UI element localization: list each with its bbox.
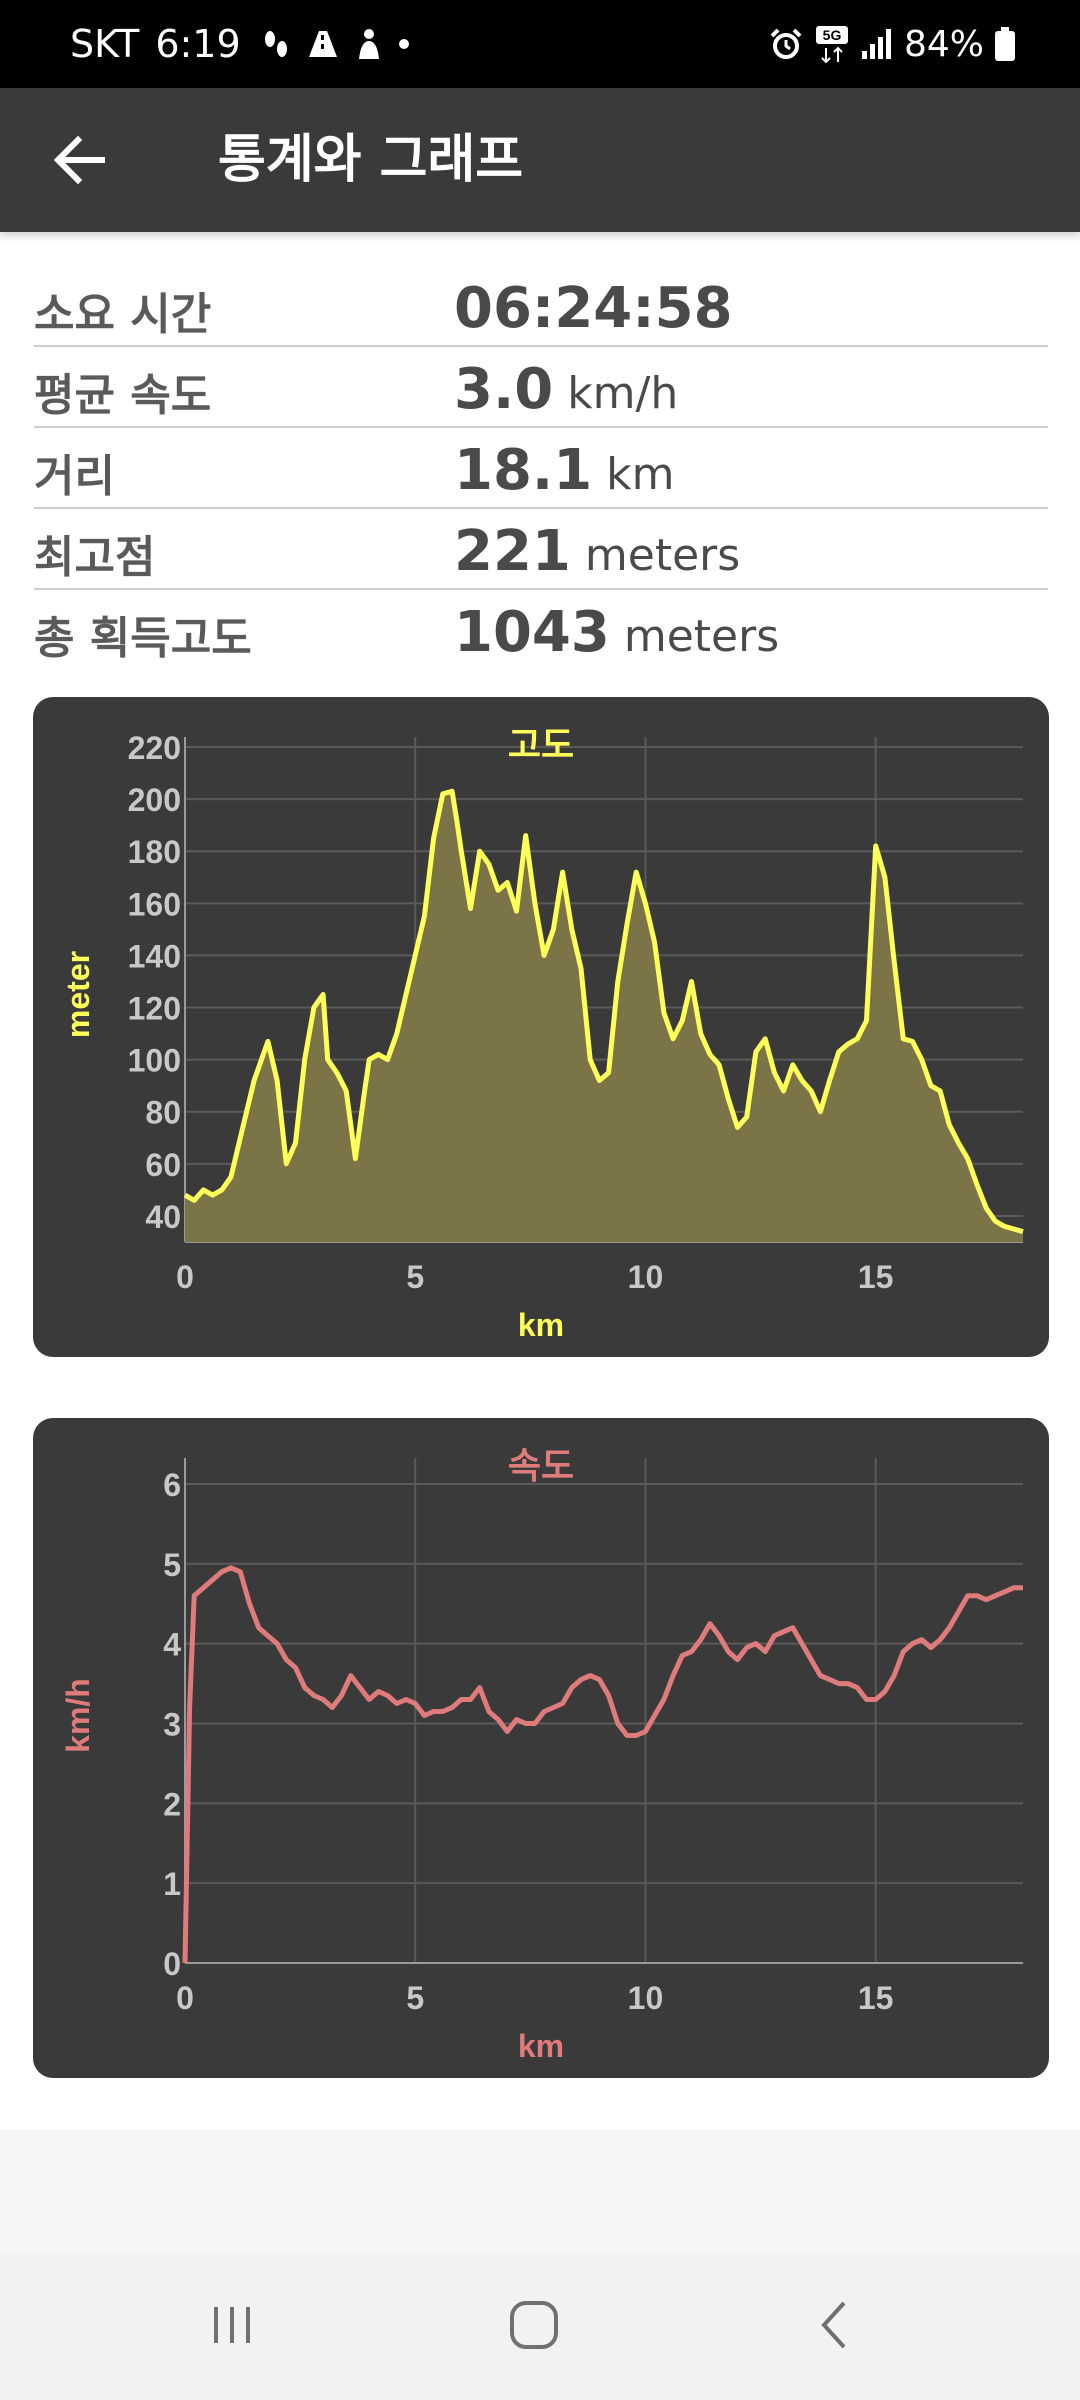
altitude-chart: 40 60 80 100 120 140 160 180 200 220 0 5 10 15 고도 km met… (60, 725, 1024, 1343)
speed-chart-card: 0 1 2 3 4 5 6 0 5 10 15 속도 km km/h (33, 1418, 1049, 2078)
y-tick-label: 3 (163, 1706, 181, 1742)
y-tick-label: 2 (163, 1786, 181, 1822)
alarm-icon (770, 28, 802, 59)
x-tick-label: 10 (628, 1259, 664, 1295)
arrow-left-icon (53, 135, 105, 185)
x-tick-label: 15 (858, 1259, 894, 1295)
status-time: 6:19 (155, 22, 241, 66)
nav-back-button[interactable] (776, 2275, 896, 2375)
y-tick-label: 0 (163, 1946, 181, 1982)
stat-row-distance: 거리 18.1 km (34, 428, 1048, 509)
stats-list: 소요 시간 06:24:58 평균 속도 3.0 km/h 거리 18.1 km 최… (34, 266, 1048, 671)
y-tick-label: 180 (128, 834, 181, 870)
stat-number: 1043 (454, 600, 610, 665)
battery-icon (995, 27, 1015, 61)
chart-title: 속도 (508, 1446, 574, 1487)
dot-icon (398, 39, 409, 49)
network-5g-label: 5G (823, 27, 842, 43)
home-icon (510, 2301, 558, 2349)
home-button[interactable] (474, 2275, 594, 2375)
status-bar: SKT 6:19 5G 84% (0, 0, 1080, 88)
stat-value: 1043 meters (454, 600, 779, 665)
status-bar-left: SKT 6:19 (70, 0, 411, 88)
x-tick-label: 5 (406, 1980, 424, 2016)
x-axis-label: km (518, 1307, 564, 1343)
y-tick-label: 60 (145, 1147, 181, 1183)
y-tick-label: 200 (128, 782, 181, 818)
carrier-label: SKT (70, 22, 140, 66)
network-5g-icon: 5G (815, 26, 848, 64)
stat-row-avg-speed: 평균 속도 3.0 km/h (34, 347, 1048, 428)
app-bar: 통계와 그래프 (0, 88, 1080, 232)
x-tick-label: 0 (176, 1980, 194, 2016)
navigation-bar (0, 2255, 1080, 2400)
stat-number: 18.1 (454, 438, 593, 503)
series-line (183, 788, 1024, 1235)
series-line (182, 1565, 1023, 1964)
stat-row-max-altitude: 최고점 221 meters (34, 509, 1048, 590)
page-bottom-area (0, 2130, 1080, 2255)
x-tick-label: 5 (406, 1259, 424, 1295)
stat-number: 06:24:58 (454, 276, 733, 341)
stat-label: 소요 시간 (34, 289, 212, 340)
stat-label: 평균 속도 (34, 370, 212, 421)
x-axis-label: km (518, 2028, 564, 2064)
battery-label: 84% (903, 23, 984, 65)
y-tick-label: 140 (128, 938, 181, 974)
road-icon (308, 31, 337, 57)
stat-label: 최고점 (34, 532, 156, 583)
back-icon (821, 2301, 846, 2349)
stat-value: 221 meters (454, 519, 740, 584)
y-tick-label: 120 (128, 991, 181, 1027)
page-title: 통계와 그래프 (218, 130, 524, 190)
y-tick-label: 1 (163, 1866, 181, 1902)
stat-label: 거리 (34, 451, 115, 502)
altitude-chart-card: 40 60 80 100 120 140 160 180 200 220 0 5 10 15 고도 km met… (33, 697, 1049, 1357)
x-tick-label: 10 (628, 1980, 664, 2016)
y-tick-label: 220 (128, 730, 181, 766)
y-tick-label: 80 (145, 1095, 181, 1131)
y-tick-label: 100 (128, 1043, 181, 1079)
status-bar-right: 5G 84% (768, 0, 1016, 88)
y-axis-label: meter (60, 951, 96, 1038)
y-tick-label: 5 (163, 1547, 181, 1583)
x-tick-label: 0 (176, 1259, 194, 1295)
stat-value: 3.0 km/h (454, 357, 678, 422)
y-tick-label: 40 (145, 1199, 181, 1235)
series-area (185, 791, 1023, 1242)
y-tick-label: 160 (128, 886, 181, 922)
y-axis-label: km/h (60, 1678, 96, 1753)
y-tick-label: 4 (163, 1627, 181, 1663)
signal-icon (861, 29, 891, 59)
x-tick-label: 15 (858, 1980, 894, 2016)
speed-chart: 0 1 2 3 4 5 6 0 5 10 15 속도 km km/h (60, 1446, 1023, 2064)
stat-unit: meters (584, 530, 741, 581)
stat-number: 3.0 (454, 357, 554, 422)
stat-label: 총 획득고도 (34, 613, 252, 664)
footprints-icon (264, 31, 287, 57)
stat-unit: km/h (567, 368, 679, 419)
recent-apps-icon (214, 2307, 250, 2343)
person-icon (358, 29, 379, 59)
stat-value: 06:24:58 (454, 276, 747, 341)
stat-number: 221 (454, 519, 571, 584)
stat-row-duration: 소요 시간 06:24:58 (34, 266, 1048, 347)
stat-unit: meters (623, 611, 780, 662)
notification-icons (259, 27, 411, 61)
stat-unit: km (606, 449, 675, 500)
y-tick-label: 6 (163, 1467, 181, 1503)
back-button[interactable] (44, 124, 116, 196)
chart-title: 고도 (508, 725, 574, 766)
recent-apps-button[interactable] (172, 2275, 292, 2375)
stat-value: 18.1 km (454, 438, 675, 503)
stat-row-total-ascent: 총 획득고도 1043 meters (34, 590, 1048, 671)
